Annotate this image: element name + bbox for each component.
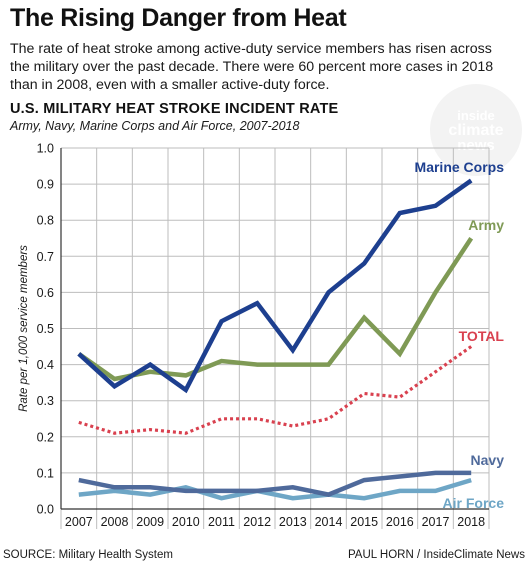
y-tick-label: 0.3 (37, 394, 54, 408)
navy-line (78, 470, 472, 497)
series-labels: Marine Corps Army TOTAL Navy Air Force (415, 159, 505, 511)
series-lines (77, 178, 474, 501)
x-tick-label: 2011 (208, 515, 235, 529)
y-tick-label: 0.2 (37, 430, 54, 444)
total-label: TOTAL (459, 328, 505, 344)
y-tick-label: 0.8 (37, 214, 54, 228)
y-tick-label: 0.4 (37, 358, 54, 372)
y-tick-label: 1.0 (37, 142, 54, 156)
chart-subtitle: Army, Navy, Marine Corps and Air Force, … (10, 119, 300, 133)
x-tick-label: 2018 (457, 515, 485, 529)
y-tick-label: 0.0 (37, 503, 54, 517)
chart-title: U.S. MILITARY HEAT STROKE INCIDENT RATE (10, 101, 339, 117)
credit-note: PAUL HORN / InsideClimate News (347, 549, 525, 561)
x-tick-label: 2015 (350, 515, 378, 529)
x-tick-label: 2009 (136, 515, 164, 529)
x-tick-label: 2013 (279, 515, 307, 529)
source-note: SOURCE: Military Health System (3, 549, 173, 561)
x-tick-label: 2007 (65, 515, 93, 529)
marine-corps-label: Marine Corps (415, 159, 505, 175)
headline: The Rising Danger from Heat (10, 4, 347, 32)
axes: 0.0 0.1 0.2 0.3 0.4 0.5 0.6 0.7 0.8 0.9 1.0 2007 200… (18, 142, 489, 529)
x-tick-label: 2012 (243, 515, 271, 529)
x-tick-label: 2017 (422, 515, 450, 529)
marine-corps-line (77, 178, 473, 394)
watermark-line-1: inside (457, 107, 495, 123)
watermark-line-3: news (457, 136, 495, 154)
y-tick-label: 0.6 (37, 286, 54, 300)
air-force-label: Air Force (443, 495, 505, 511)
army-label: Army (468, 217, 504, 233)
navy-label: Navy (471, 452, 505, 468)
watermark-line-2: climate (448, 121, 504, 139)
y-tick-label: 0.9 (37, 178, 54, 192)
army-line (77, 237, 474, 382)
y-tick-label: 0.5 (37, 322, 54, 336)
x-tick-label: 2014 (315, 515, 343, 529)
x-tick-label: 2016 (386, 515, 414, 529)
x-tick-label: 2008 (101, 515, 129, 529)
inside-climate-news-watermark: inside climate news (430, 84, 522, 176)
air-force-line (78, 477, 472, 501)
x-tick-label: 2010 (172, 515, 200, 529)
y-axis-label: Rate per 1,000 service members (18, 245, 30, 412)
dek: The rate of heat stroke among active-dut… (10, 41, 494, 93)
total-line (78, 345, 473, 435)
y-tick-label: 0.1 (37, 466, 54, 480)
y-tick-label: 0.7 (37, 250, 54, 264)
